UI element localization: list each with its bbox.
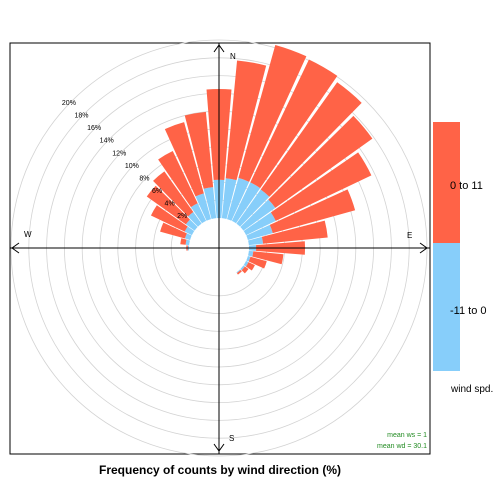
sector-0-to-11 (146, 185, 190, 225)
sector-0-to-11 (245, 262, 255, 271)
legend-label-neg11-to-0: -11 to 0 (450, 305, 487, 317)
sector-0-to-11 (153, 171, 194, 217)
sector-0-to-11 (260, 82, 362, 197)
sector-neg11-to-0 (187, 211, 202, 227)
north-arrowhead (213, 44, 225, 53)
sector-0-to-11 (180, 238, 187, 245)
sector-neg11-to-0 (246, 224, 273, 240)
west-arrowhead (11, 242, 20, 254)
sector-neg11-to-0 (185, 219, 198, 231)
sector-neg11-to-0 (246, 256, 251, 262)
chart-title: Frequency of counts by wind direction (%… (98, 463, 341, 477)
sector-0-to-11 (261, 220, 328, 244)
sector-0-to-11 (225, 60, 267, 181)
radial-tick-label: 2% (177, 213, 187, 220)
sector-neg11-to-0 (190, 203, 207, 224)
sector-neg11-to-0 (236, 269, 241, 274)
sector-0-to-11 (236, 270, 242, 275)
sector-0-to-11 (238, 44, 307, 182)
legend-label-0-to-11: 0 to 11 (450, 180, 483, 192)
direction-label-s: S (229, 434, 234, 443)
sector-0-to-11 (252, 251, 284, 265)
radial-tick-label: 10% (125, 163, 139, 170)
data-sectors (146, 44, 373, 275)
radial-tick-label: 16% (87, 125, 101, 132)
sector-neg11-to-0 (227, 177, 250, 221)
sector-neg11-to-0 (243, 212, 276, 236)
compass-axes (10, 43, 430, 454)
sector-0-to-11 (150, 205, 188, 232)
radial-tick-label: 6% (152, 188, 162, 195)
sector-neg11-to-0 (240, 265, 245, 271)
sector-neg11-to-0 (248, 236, 264, 246)
radial-tick-label: 14% (100, 138, 114, 145)
sector-0-to-11 (160, 222, 187, 239)
legend-swatch-0-to-11 (433, 122, 460, 243)
sector-neg11-to-0 (184, 226, 195, 236)
direction-label-n: N (230, 52, 236, 61)
sector-0-to-11 (164, 122, 204, 197)
radial-tick-labels: 2%4%6%8%10% 12% 14% 16% 18% 20% (62, 100, 187, 220)
sector-0-to-11 (250, 59, 338, 189)
east-arrowhead (419, 242, 428, 254)
sector-0-to-11 (248, 256, 267, 269)
sector-neg11-to-0 (221, 178, 237, 219)
radial-tick-label: 18% (75, 113, 89, 120)
sector-neg11-to-0 (240, 199, 276, 231)
direction-label-e: E (407, 231, 412, 240)
radial-tick-label: 8% (139, 175, 149, 182)
sector-neg11-to-0 (184, 233, 192, 240)
sector-0-to-11 (158, 151, 198, 208)
sector-neg11-to-0 (243, 260, 249, 267)
sector-0-to-11 (241, 266, 249, 274)
sector-neg11-to-0 (195, 193, 211, 221)
sector-0-to-11 (269, 189, 356, 234)
annotation-mean-ws: mean ws = 1 (387, 432, 427, 439)
sector-0-to-11 (270, 152, 372, 221)
sector-neg11-to-0 (248, 250, 254, 257)
sector-neg11-to-0 (236, 189, 270, 227)
sector-neg11-to-0 (231, 182, 261, 224)
direction-label-w: W (24, 230, 32, 239)
annotation-mean-wd: mean wd = 30.1 (377, 443, 427, 450)
south-arrowhead (213, 443, 225, 452)
radial-tick-label: 20% (62, 100, 76, 107)
sector-0-to-11 (268, 115, 373, 208)
sector-0-to-11 (184, 111, 214, 189)
legend-title: wind spd. (451, 384, 494, 395)
sector-neg11-to-0 (185, 239, 190, 246)
radial-tick-label: 4% (165, 201, 175, 208)
legend-swatch-neg11-to-0 (433, 243, 460, 371)
sector-neg11-to-0 (203, 187, 217, 219)
radial-tick-label: 12% (112, 150, 126, 157)
